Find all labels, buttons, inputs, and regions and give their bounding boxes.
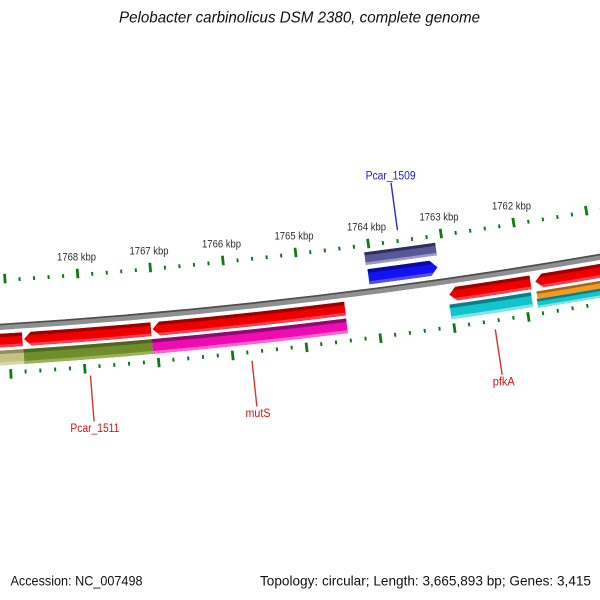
svg-text:Pcar_1511: Pcar_1511: [70, 423, 119, 435]
svg-text:1765 kbp: 1765 kbp: [275, 230, 314, 242]
svg-text:Topology: circular; Length: 3,: Topology: circular; Length: 3,665,893 bp…: [260, 573, 591, 589]
svg-text:Pcar_1509: Pcar_1509: [366, 171, 416, 183]
svg-text:1766 kbp: 1766 kbp: [202, 238, 241, 250]
svg-text:Pelobacter carbinolicus DSM 23: Pelobacter carbinolicus DSM 2380, comple…: [119, 9, 480, 26]
svg-text:Accession: NC_007498: Accession: NC_007498: [11, 573, 143, 589]
svg-text:1763 kbp: 1763 kbp: [420, 211, 459, 223]
svg-text:mutS: mutS: [245, 408, 270, 420]
svg-text:1767 kbp: 1767 kbp: [130, 245, 169, 257]
svg-text:1764 kbp: 1764 kbp: [347, 221, 386, 233]
svg-text:1762 kbp: 1762 kbp: [492, 201, 531, 213]
svg-text:pfkA: pfkA: [493, 376, 515, 388]
svg-text:1768 kbp: 1768 kbp: [57, 251, 96, 263]
